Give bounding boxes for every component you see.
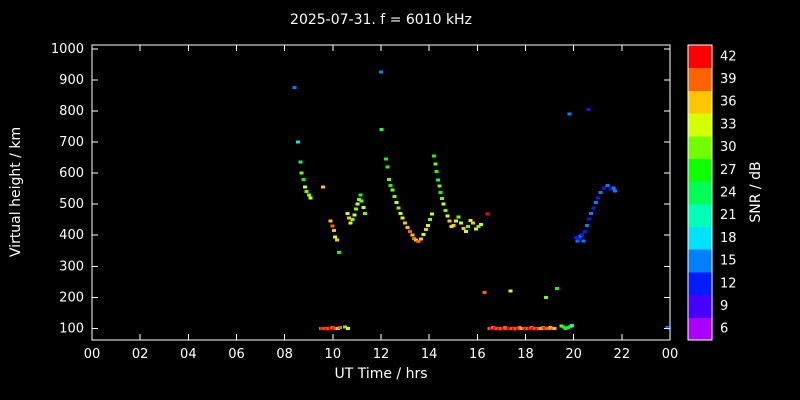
svg-text:18: 18 (517, 347, 534, 362)
svg-text:30: 30 (720, 140, 737, 155)
svg-text:42: 42 (720, 49, 737, 64)
chart-title: 2025-07-31. f = 6010 kHz (290, 12, 472, 28)
svg-text:100: 100 (59, 321, 84, 336)
svg-text:6: 6 (720, 322, 728, 337)
svg-text:14: 14 (421, 347, 438, 362)
svg-text:20: 20 (565, 347, 582, 362)
svg-text:33: 33 (720, 117, 737, 132)
svg-text:10: 10 (325, 347, 342, 362)
svg-text:24: 24 (720, 186, 737, 201)
svg-text:1000: 1000 (51, 42, 84, 57)
svg-text:12: 12 (373, 347, 390, 362)
x-axis-label: UT Time / hrs (334, 366, 428, 382)
svg-text:39: 39 (720, 72, 737, 87)
svg-text:16: 16 (469, 347, 486, 362)
svg-text:600: 600 (59, 166, 84, 181)
svg-text:00: 00 (84, 347, 101, 362)
svg-text:02: 02 (132, 347, 149, 362)
svg-text:700: 700 (59, 135, 84, 150)
svg-text:500: 500 (59, 197, 84, 212)
svg-text:18: 18 (720, 231, 737, 246)
svg-text:00: 00 (662, 347, 679, 362)
svg-text:21: 21 (720, 208, 737, 223)
svg-text:800: 800 (59, 104, 84, 119)
svg-text:22: 22 (614, 347, 631, 362)
svg-text:9: 9 (720, 299, 728, 314)
svg-text:15: 15 (720, 254, 737, 269)
svg-text:900: 900 (59, 73, 84, 88)
svg-text:08: 08 (276, 347, 293, 362)
svg-text:36: 36 (720, 95, 737, 110)
svg-text:27: 27 (720, 163, 737, 178)
svg-text:04: 04 (180, 347, 197, 362)
svg-text:200: 200 (59, 290, 84, 305)
svg-text:12: 12 (720, 276, 737, 291)
svg-text:300: 300 (59, 259, 84, 274)
svg-text:06: 06 (228, 347, 245, 362)
svg-text:400: 400 (59, 228, 84, 243)
